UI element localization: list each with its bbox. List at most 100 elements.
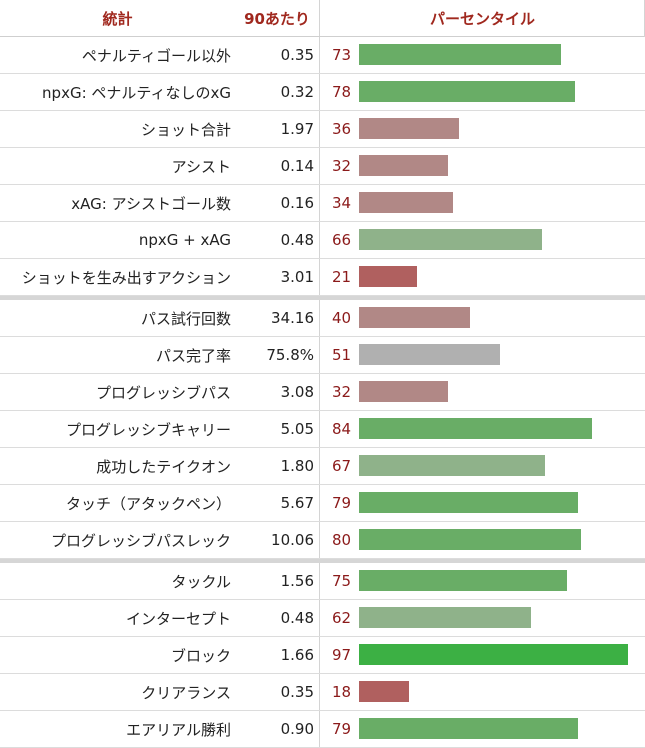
stat-name: パス完了率 [155,346,231,365]
percentile-cell: 79 [320,711,645,747]
percentile-value: 18 [332,683,352,701]
table-row: ショット合計 1.97 36 [0,111,645,148]
percentile-cell: 18 [320,674,645,710]
table-row: xAG: アシストゴール数 0.16 34 [0,185,645,222]
percentile-cell: 21 [320,259,645,295]
stat-name: タッチ（アタックペン） [65,494,231,513]
percentile-value: 66 [332,231,352,249]
table-row: タッチ（アタックペン） 5.67 79 [0,485,645,522]
per90-value: 0.35 [235,674,320,710]
group-separator [0,296,645,300]
table-row: クリアランス 0.35 18 [0,674,645,711]
stat-name: プログレッシブパス [95,383,231,402]
percentile-cell: 62 [320,600,645,636]
group-separator [0,559,645,563]
table-row: ブロック 1.66 97 [0,637,645,674]
percentile-bar [359,118,459,139]
percentile-bar [359,607,531,628]
stat-name: ペナルティゴール以外 [81,46,231,65]
percentile-cell: 75 [320,563,645,599]
percentile-value: 78 [332,83,352,101]
header-stat[interactable]: 統計 [102,9,133,28]
table-row: npxG + xAG 0.48 66 [0,222,645,259]
table-row: パス試行回数 34.16 40 [0,300,645,337]
header-row: 統計 90あたり パーセンタイル [0,0,645,37]
percentile-value: 79 [332,720,352,738]
table-row: プログレッシブキャリー 5.05 84 [0,411,645,448]
per90-value: 1.66 [235,637,320,673]
percentile-cell: 84 [320,411,645,447]
per90-value: 0.48 [235,222,320,258]
percentile-cell: 78 [320,74,645,110]
per90-value: 0.90 [235,711,320,747]
table-row: ショットを生み出すアクション 3.01 21 [0,259,645,296]
stat-name: 成功したテイクオン [96,457,231,476]
stat-name: npxG + xAG [138,231,231,249]
stat-name: インターセプト [125,609,231,628]
per90-value: 10.06 [235,522,320,558]
stat-name: プログレッシブキャリー [65,420,231,439]
per90-value: 75.8% [235,337,320,373]
percentile-bar [359,192,453,213]
percentile-value: 80 [332,531,352,549]
percentile-value: 79 [332,494,352,512]
percentile-cell: 32 [320,374,645,410]
percentile-bar [359,44,561,65]
header-percentile[interactable]: パーセンタイル [429,9,535,28]
percentile-bar [359,344,500,365]
stat-name: パス試行回数 [140,309,231,328]
percentile-bar [359,644,628,665]
percentile-bar [359,307,470,328]
table-row: 成功したテイクオン 1.80 67 [0,448,645,485]
percentile-bar [359,570,567,591]
percentile-value: 97 [332,646,352,664]
table-row: npxG: ペナルティなしのxG 0.32 78 [0,74,645,111]
table-row: プログレッシブパス 3.08 32 [0,374,645,411]
table-row: ペナルティゴール以外 0.35 73 [0,37,645,74]
percentile-cell: 36 [320,111,645,147]
stat-name: xAG: アシストゴール数 [71,194,231,213]
percentile-cell: 73 [320,37,645,73]
percentile-bar [359,381,448,402]
percentile-bar [359,155,448,176]
percentile-value: 32 [332,157,352,175]
per90-value: 5.67 [235,485,320,521]
table-row: プログレッシブパスレック 10.06 80 [0,522,645,559]
table-row: パス完了率 75.8% 51 [0,337,645,374]
percentile-value: 62 [332,609,352,627]
per90-value: 1.80 [235,448,320,484]
per90-value: 3.08 [235,374,320,410]
percentile-cell: 34 [320,185,645,221]
stat-name: エアリアル勝利 [126,720,231,739]
table-row: インターセプト 0.48 62 [0,600,645,637]
percentile-bar [359,492,578,513]
percentile-cell: 40 [320,300,645,336]
percentile-value: 51 [332,346,352,364]
stat-name: ショットを生み出すアクション [21,268,231,287]
stat-name: タックル [171,572,231,591]
stat-name: ブロック [170,646,231,665]
table-row: タックル 1.56 75 [0,563,645,600]
percentile-bar [359,681,409,702]
percentile-cell: 79 [320,485,645,521]
percentile-value: 36 [332,120,352,138]
percentile-value: 34 [332,194,352,212]
per90-value: 0.35 [235,37,320,73]
per90-value: 34.16 [235,300,320,336]
percentile-cell: 67 [320,448,645,484]
percentile-cell: 66 [320,222,645,258]
per90-value: 0.32 [235,74,320,110]
percentile-bar [359,81,575,102]
percentile-value: 73 [332,46,352,64]
percentile-cell: 32 [320,148,645,184]
stat-name: クリアランス [141,683,231,702]
per90-value: 1.97 [235,111,320,147]
percentile-value: 84 [332,420,352,438]
percentile-value: 67 [332,457,352,475]
table-row: エアリアル勝利 0.90 79 [0,711,645,748]
percentile-value: 32 [332,383,352,401]
header-per90[interactable]: 90あたり [235,0,320,36]
stat-name: アシスト [171,157,231,176]
stat-name: npxG: ペナルティなしのxG [42,83,231,102]
percentile-bar [359,418,592,439]
